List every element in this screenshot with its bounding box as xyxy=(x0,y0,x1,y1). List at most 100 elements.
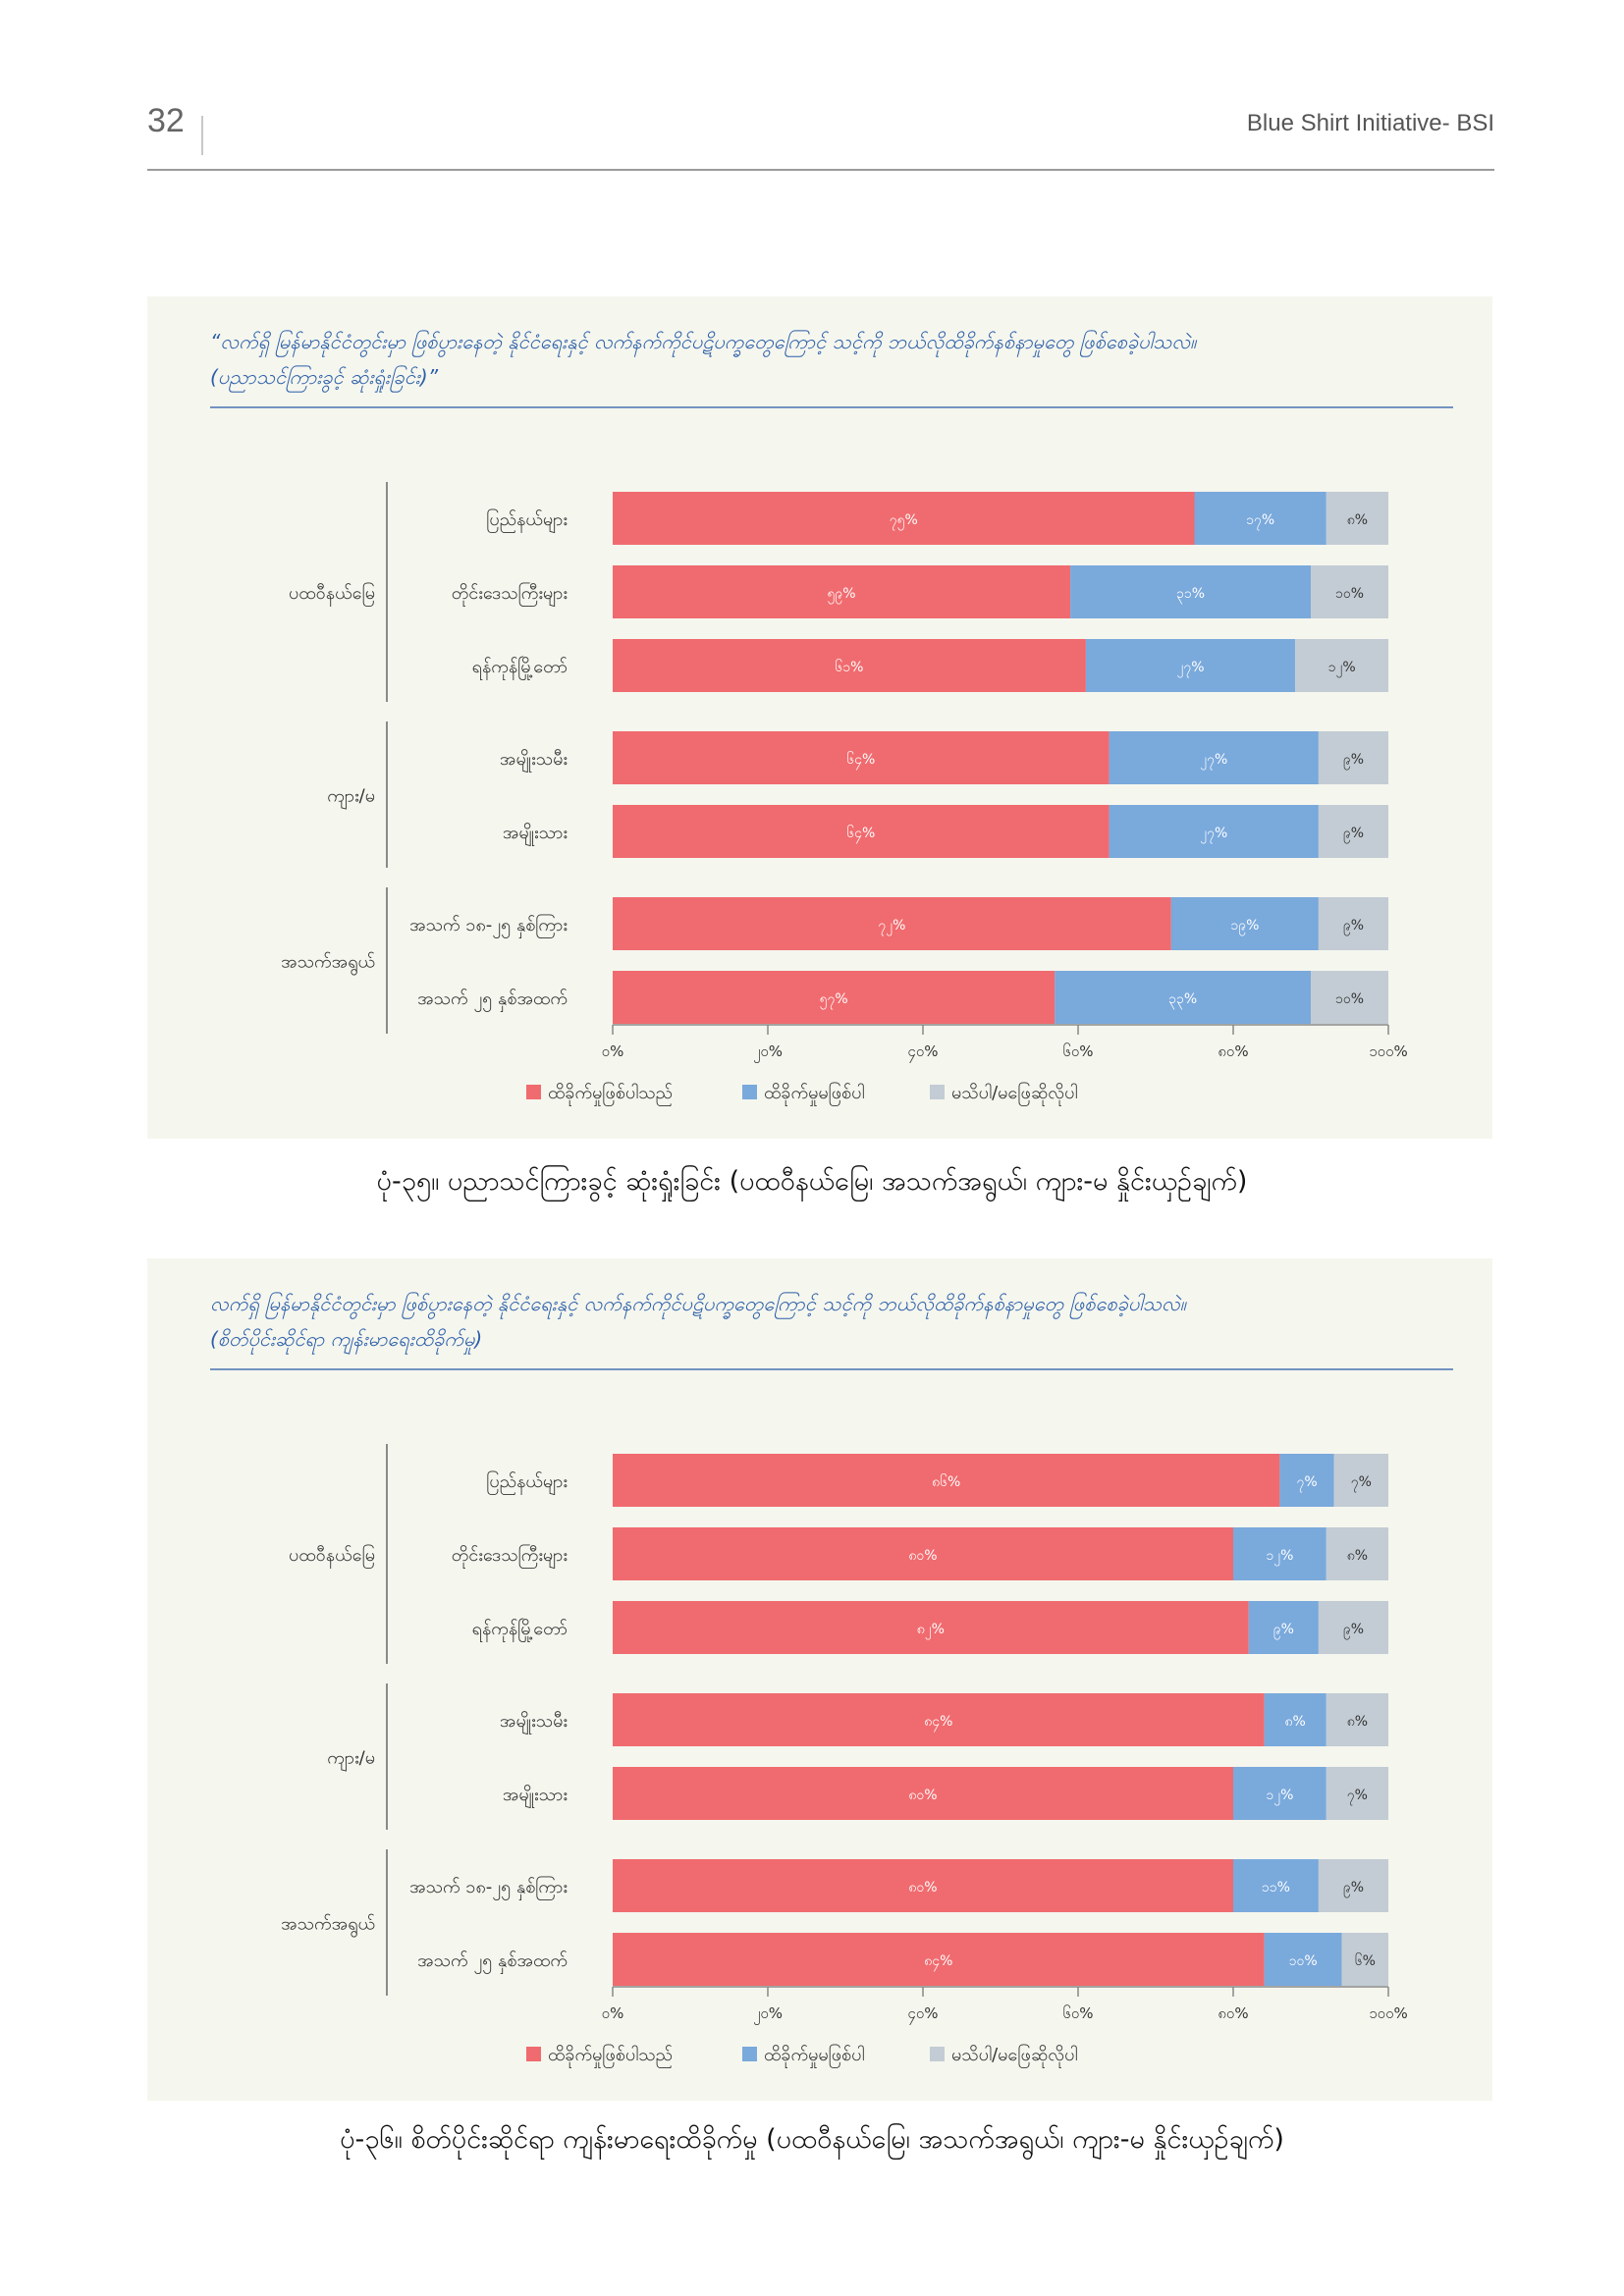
data-label: ၇% xyxy=(1296,1474,1317,1492)
bar-segment xyxy=(1170,897,1319,950)
x-tick-label: ၁၀၀% xyxy=(1369,2004,1408,2022)
data-label: ၇% xyxy=(1347,1788,1368,1805)
data-label: ၆၄% xyxy=(846,752,875,770)
bar-segment xyxy=(1326,1767,1388,1820)
bar-segment xyxy=(613,492,1195,545)
bar-segment xyxy=(613,1527,1233,1580)
group-label: ပထဝီနယ်မြေ xyxy=(289,582,375,607)
bar-segment xyxy=(1055,971,1311,1024)
data-label: ၇၅% xyxy=(890,512,918,530)
data-label: ၉% xyxy=(1343,1622,1364,1639)
stacked-bar-chart: ပထဝီနယ်မြေ ပြည်နယ်များတိုင်းဒေသကြီးများရန… xyxy=(281,482,1408,1106)
data-label: ၁၀% xyxy=(1335,586,1364,602)
figure-caption: ပုံ-၃၆။ စိတ်ပိုင်းဆိုင်ရာ ကျန်းမာရေးထိခိ… xyxy=(340,2124,1284,2155)
bar-segment xyxy=(613,639,1086,692)
bar-segment xyxy=(1109,731,1319,784)
data-label: ၅၇% xyxy=(820,991,848,1009)
bar-segment xyxy=(1264,1693,1326,1746)
group-label: ကျား/မ xyxy=(327,1748,375,1772)
data-label: ၁၂% xyxy=(1266,1548,1293,1566)
data-label: ၈၀% xyxy=(908,1880,937,1896)
data-label: ၃၃% xyxy=(1168,991,1197,1009)
bar-segment xyxy=(613,1601,1249,1654)
x-tick-label: ၆၀% xyxy=(1062,2004,1093,2022)
header-rule xyxy=(147,169,1494,171)
bar-segment xyxy=(1279,1454,1334,1507)
data-label: ၁၂% xyxy=(1266,1788,1293,1805)
bar-segment xyxy=(1109,805,1319,858)
bar-segment xyxy=(1318,897,1388,950)
x-tick-label: ၈၀% xyxy=(1218,2004,1248,2022)
chart-question-line: “လက်ရှိ မြန်မာနိုင်ငံတွင်းမှာ ဖြစ်ပွားနေ… xyxy=(210,330,1197,353)
x-tick-label: ၂၀% xyxy=(753,2004,783,2025)
x-tick-label: ၂၀% xyxy=(753,1042,783,1063)
data-label: ၈% xyxy=(1347,1548,1368,1564)
bar-segment xyxy=(1085,639,1296,692)
chart-subtitle: (ပညာသင်ကြားခွင့် ဆုံးရှုံးခြင်း)” xyxy=(210,365,439,389)
data-label: ၈၀% xyxy=(908,1788,937,1803)
bar-segment xyxy=(1311,971,1388,1024)
bar-segment xyxy=(1233,1859,1319,1912)
group-label: အသက်အရွယ် xyxy=(281,952,375,976)
bar-segment xyxy=(1248,1601,1319,1654)
chart-panel-1: “လက်ရှိ မြန်မာနိုင်ငံတွင်းမှာ ဖြစ်ပွားနေ… xyxy=(147,296,1492,1139)
bar-segment xyxy=(1264,1933,1342,1986)
bar-segment xyxy=(613,1933,1265,1986)
x-tick-label: ၁၀၀% xyxy=(1369,1042,1408,1060)
bar-segment xyxy=(1194,492,1326,545)
group-label: ကျား/မ xyxy=(327,786,375,810)
data-label: ၁၉% xyxy=(1230,918,1259,935)
x-tick-label: ၄၀% xyxy=(907,1042,938,1063)
legend-label: မသိပါ/မဖြေဆိုလိုပါ xyxy=(951,2044,1078,2068)
data-label: ၈၂% xyxy=(917,1622,945,1639)
bar-segment xyxy=(1333,1454,1388,1507)
data-label: ၂၇% xyxy=(1177,660,1205,677)
data-label: ၈၀% xyxy=(908,1548,937,1564)
chart-question: လက်ရှိ မြန်မာနိုင်ငံတွင်းမှာ ဖြစ်ပွားနေတ… xyxy=(210,1286,1453,1357)
question-rule xyxy=(210,1368,1453,1370)
category-label: ရန်ကုန်မြို့တော် xyxy=(472,1618,568,1642)
data-label: ၈% xyxy=(1285,1714,1306,1730)
data-label: ၇၂% xyxy=(878,918,905,935)
data-label: ၆၄% xyxy=(846,826,875,843)
category-label: အမျိုးသမီး xyxy=(500,1711,568,1735)
data-label: ၆၁% xyxy=(835,660,863,675)
page-number-divider xyxy=(201,116,203,155)
category-label: အမျိုးသမီး xyxy=(500,749,568,773)
bar-segment xyxy=(1318,1601,1388,1654)
bar-segment xyxy=(613,971,1056,1024)
running-title: Blue Shirt Initiative- BSI xyxy=(1246,110,1494,136)
chart-question: “လက်ရှိ မြန်မာနိုင်ငံတွင်းမှာ ဖြစ်ပွားနေ… xyxy=(210,324,1453,395)
data-label: ၁၂% xyxy=(1328,660,1356,677)
data-label: ၉% xyxy=(1343,826,1364,843)
data-label: ၃၁% xyxy=(1176,586,1205,604)
bar-segment xyxy=(1318,731,1388,784)
bar-segment xyxy=(1070,565,1311,618)
category-label: အမျိုးသား xyxy=(503,823,568,846)
data-label: ၈၄% xyxy=(924,1714,952,1732)
chart-question-line: လက်ရှိ မြန်မာနိုင်ငံတွင်းမှာ ဖြစ်ပွားနေတ… xyxy=(210,1292,1186,1315)
bar-segment xyxy=(613,1859,1233,1912)
legend-swatch xyxy=(930,2047,945,2061)
data-label: ၈% xyxy=(1347,512,1368,528)
data-label: ၂၇% xyxy=(1200,752,1227,770)
data-label: ၅၉% xyxy=(828,586,856,604)
category-label: ရန်ကုန်မြို့တော် xyxy=(472,656,568,680)
data-label: ၂၇% xyxy=(1200,826,1227,843)
bar-segment xyxy=(1318,805,1388,858)
legend-swatch xyxy=(742,1085,757,1099)
figure-caption: ပုံ-၃၅။ ပညာသင်ကြားခွင့် ဆုံးရှုံးခြင်း (… xyxy=(376,1166,1248,1197)
x-tick-label: ၀% xyxy=(602,1042,624,1060)
bar-segment xyxy=(613,1454,1280,1507)
data-label: ၁၀% xyxy=(1289,1953,1318,1969)
bar-segment xyxy=(1233,1767,1326,1820)
data-label: ၈၄% xyxy=(924,1953,952,1971)
legend-label: မသိပါ/မဖြေဆိုလိုပါ xyxy=(951,1082,1078,1106)
bar-segment xyxy=(1233,1527,1326,1580)
data-label: ၁၀% xyxy=(1335,991,1364,1007)
bar-segment xyxy=(613,565,1071,618)
data-label: ၁၇% xyxy=(1246,512,1274,530)
category-label: အမျိုးသား xyxy=(503,1785,568,1808)
data-label: ၉% xyxy=(1343,918,1364,935)
category-label: ပြည်နယ်များ xyxy=(486,1470,568,1495)
